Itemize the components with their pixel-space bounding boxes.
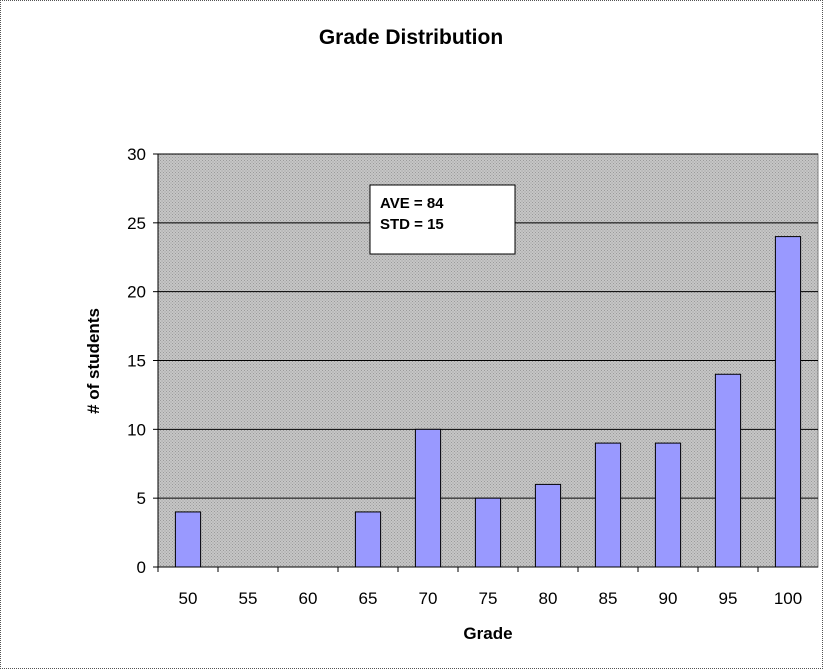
x-tick-label: 55 <box>239 589 258 608</box>
x-tick-label: 80 <box>539 589 558 608</box>
x-tick-label: 65 <box>359 589 378 608</box>
x-tick-label: 95 <box>719 589 738 608</box>
y-tick-labels: 0 5 10 15 20 25 30 <box>127 145 146 577</box>
bar-65 <box>354 511 382 568</box>
y-tick-label: 10 <box>127 420 146 439</box>
y-tick-label: 15 <box>127 352 146 371</box>
x-tick-label: 70 <box>419 589 438 608</box>
y-tick-label: 0 <box>137 558 146 577</box>
stats-std-label: STD = 15 <box>380 216 444 233</box>
y-tick-label: 5 <box>137 489 146 508</box>
chart-title: Grade Distribution <box>319 26 503 49</box>
y-axis-label: # of students <box>84 308 103 414</box>
y-tick-label: 20 <box>127 283 146 302</box>
y-tick-label: 30 <box>127 145 146 164</box>
stats-box-border <box>369 184 516 255</box>
bar-50 <box>174 511 202 568</box>
bar-90 <box>654 442 682 568</box>
bar-70 <box>414 428 442 568</box>
bars <box>174 236 802 568</box>
bar-95 <box>714 373 742 568</box>
y-tick-label: 25 <box>127 214 146 233</box>
axes <box>153 153 818 572</box>
bar-80 <box>534 483 562 568</box>
bar-100 <box>774 236 802 568</box>
bar-75 <box>474 497 502 568</box>
x-tick-label: 50 <box>179 589 198 608</box>
stats-average-label: AVE = 84 <box>380 195 444 212</box>
bar-85 <box>594 442 622 568</box>
x-tick-label: 75 <box>479 589 498 608</box>
stats-annotation-box: AVE = 84 STD = 15 <box>369 184 516 255</box>
x-axis-label: Grade <box>463 624 512 643</box>
x-tick-labels: 50 55 60 65 70 75 80 85 90 95 100 <box>179 589 803 608</box>
x-tick-label: 90 <box>659 589 678 608</box>
x-tick-label: 85 <box>599 589 618 608</box>
x-tick-label: 60 <box>299 589 318 608</box>
x-tick-label: 100 <box>774 589 802 608</box>
